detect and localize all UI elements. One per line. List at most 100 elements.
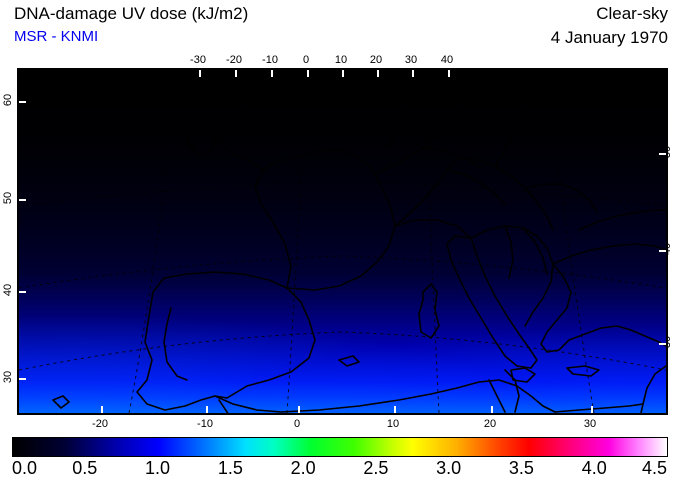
atlantic-islands [52, 395, 70, 409]
iberia-med-coast [226, 287, 316, 399]
axis-tick-mark [448, 70, 450, 77]
morocco-border [218, 399, 229, 413]
graticule-line-4 [286, 131, 304, 413]
axis-tick-mark [206, 406, 208, 413]
poland-ukraine-border [494, 101, 526, 167]
x-bottom-tick-30: 30 [583, 418, 597, 430]
axis-tick-mark [199, 70, 201, 77]
graticule-line-1 [19, 255, 666, 289]
colorbar-tick-0-5: 0.5 [72, 458, 98, 478]
axis-tick-mark [591, 406, 593, 413]
colorbar-tick-0-0: 0.0 [12, 458, 38, 478]
x-top-tick--10: -10 [262, 54, 278, 66]
x-top-tick-10: 10 [334, 54, 348, 66]
y-left-tick-40: 40 [2, 283, 15, 297]
great-britain [218, 70, 276, 137]
x-bottom-tick--10: -10 [197, 418, 213, 430]
uv-dose-heatmap-field [19, 70, 666, 413]
sky-condition-label: Clear-sky [596, 4, 668, 23]
colorbar[interactable] [12, 437, 668, 457]
y-left-tick-50: 50 [2, 191, 15, 205]
ireland [186, 129, 216, 157]
colorbar-tick-labels: 0.0 0.5 1.0 1.5 2.0 2.5 3.0 3.5 4.0 4.5 [12, 458, 668, 480]
balearics [338, 355, 360, 367]
axis-tick-mark [659, 250, 666, 252]
denmark [386, 105, 410, 149]
levant-coast [640, 365, 666, 413]
x-top-tick-30: 30 [404, 54, 418, 66]
graticule-gridlines [19, 131, 666, 413]
tunisia-inland [504, 369, 520, 413]
axis-tick-mark [19, 291, 26, 293]
x-bottom-tick-20: 20 [483, 418, 497, 430]
austria-czech-border [446, 169, 506, 205]
axis-tick-mark [394, 406, 396, 413]
axis-tick-mark [659, 343, 666, 345]
germany-north [422, 147, 482, 169]
colorbar-tick-4-0: 4.0 [581, 458, 607, 478]
x-bottom-tick--20: -20 [92, 418, 108, 430]
france-east-border [286, 173, 396, 291]
x-top-tick--30: -30 [190, 54, 206, 66]
colorbar-gradient [13, 438, 667, 456]
map-overlay [19, 70, 666, 413]
scandinavia-baltic [374, 70, 478, 175]
france-channel-north [290, 149, 376, 175]
graticule-line-6 [553, 131, 595, 413]
axis-tick-mark [235, 70, 237, 77]
graticule-line-0 [19, 331, 666, 371]
axis-tick-mark [298, 406, 300, 413]
axis-tick-mark [101, 406, 103, 413]
y-left-tick-60: 60 [2, 93, 15, 107]
axis-tick-mark [659, 153, 666, 155]
x-top-tick--20: -20 [226, 54, 242, 66]
axis-tick-mark [412, 70, 414, 77]
greece-coast [540, 263, 572, 353]
black-sea-north [578, 209, 666, 231]
portugal-border [163, 307, 188, 381]
axis-tick-mark [19, 199, 26, 201]
axis-tick-mark [19, 101, 26, 103]
france-atlantic [254, 157, 292, 289]
colorbar-tick-1-5: 1.5 [217, 458, 243, 478]
axis-tick-mark [377, 70, 379, 77]
colorbar-tick-3-0: 3.0 [436, 458, 462, 478]
balkan-inland-1 [522, 227, 548, 275]
header: DNA-damage UV dose (kJ/m2) MSR - KNMI Cl… [0, 0, 678, 56]
north-africa-coast [214, 379, 556, 413]
axis-tick-mark [271, 70, 273, 77]
axis-tick-mark [19, 378, 26, 380]
x-top-tick-20: 20 [369, 54, 383, 66]
axis-tick-mark [342, 70, 344, 77]
british-isles-south [218, 135, 264, 171]
hungary-romania-border [524, 183, 598, 213]
y-left-tick-30: 30 [2, 370, 15, 384]
turkey-black-sea [552, 243, 666, 265]
coastline-and-border-outlines [52, 70, 666, 413]
colorbar-tick-3-5: 3.5 [508, 458, 534, 478]
data-source-label: MSR - KNMI [14, 28, 99, 45]
x-bottom-tick-10: 10 [386, 418, 400, 430]
aegean-turkey-west [568, 325, 632, 341]
egypt-border [554, 403, 644, 413]
italy-peninsula [446, 235, 538, 369]
axis-tick-mark [307, 70, 309, 77]
eastern-europe-borders [458, 157, 554, 231]
map-panel[interactable] [17, 68, 668, 415]
date-label: 4 January 1970 [550, 28, 668, 47]
algeria-tunisia-border [488, 379, 506, 413]
central-europe-borders [394, 157, 460, 227]
axis-tick-mark [491, 406, 493, 413]
x-bottom-tick-0: 0 [293, 418, 301, 430]
colorbar-tick-4-5: 4.5 [641, 458, 667, 478]
page-title: DNA-damage UV dose (kJ/m2) [14, 4, 249, 23]
graticule-line-2 [19, 180, 666, 207]
iberia-north-coast [163, 271, 288, 289]
graticule-line-3 [128, 131, 172, 413]
alps-italy-north [394, 219, 472, 239]
colorbar-tick-1-0: 1.0 [145, 458, 171, 478]
crete [566, 365, 600, 377]
x-top-tick-0: 0 [302, 54, 310, 66]
graticule-line-5 [426, 131, 440, 413]
balkan-inland-2 [504, 225, 514, 279]
